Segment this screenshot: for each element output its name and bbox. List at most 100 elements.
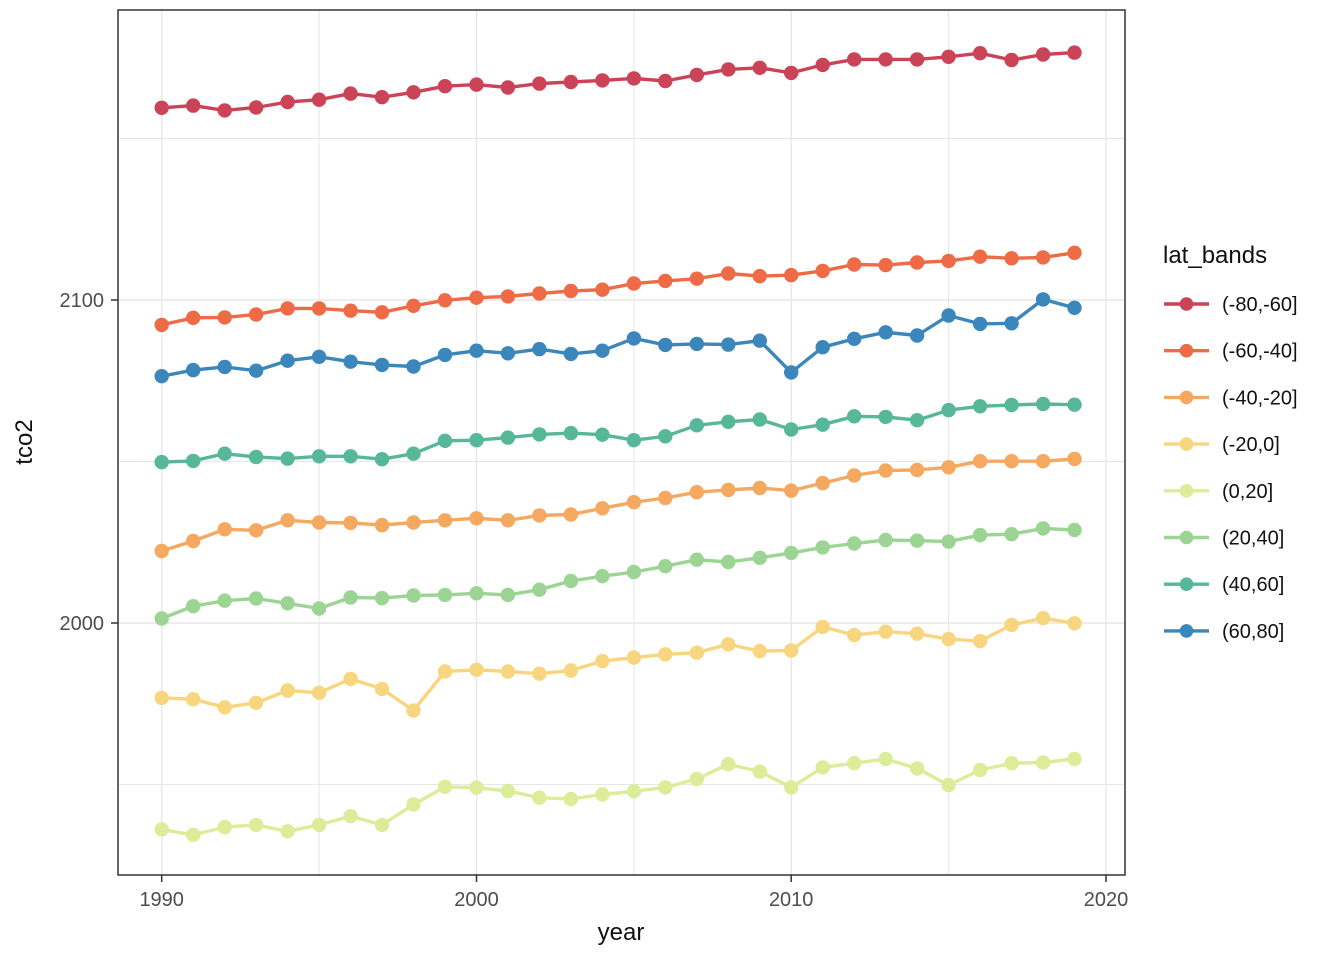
data-point bbox=[847, 627, 862, 643]
data-point bbox=[815, 417, 830, 432]
data-point bbox=[532, 286, 547, 301]
data-point bbox=[1067, 45, 1082, 60]
data-point bbox=[563, 346, 579, 362]
data-point bbox=[311, 515, 327, 530]
data-point bbox=[721, 62, 736, 77]
data-point bbox=[343, 86, 358, 101]
data-point bbox=[1067, 397, 1082, 412]
x-axis-title: year bbox=[598, 919, 645, 946]
data-point bbox=[784, 780, 799, 795]
data-point bbox=[658, 559, 673, 574]
data-point bbox=[406, 515, 421, 530]
data-point bbox=[1035, 47, 1051, 62]
data-point bbox=[784, 545, 799, 561]
series-(0,20] bbox=[154, 751, 1082, 843]
data-point bbox=[563, 507, 579, 522]
data-point bbox=[311, 349, 327, 364]
data-point bbox=[469, 77, 484, 92]
data-point bbox=[311, 601, 327, 616]
data-point bbox=[1035, 755, 1051, 770]
data-point bbox=[626, 331, 642, 346]
data-point bbox=[1035, 521, 1051, 536]
data-point bbox=[217, 593, 232, 608]
data-point bbox=[374, 817, 390, 833]
data-point bbox=[689, 271, 704, 286]
data-point bbox=[154, 822, 169, 837]
data-point bbox=[972, 527, 988, 543]
data-point bbox=[595, 73, 610, 88]
data-point bbox=[689, 485, 704, 500]
data-point bbox=[500, 513, 516, 528]
data-point bbox=[469, 433, 484, 448]
data-point bbox=[406, 446, 421, 461]
data-point bbox=[563, 791, 579, 807]
series-(-20,0] bbox=[154, 611, 1082, 718]
data-point bbox=[343, 449, 358, 464]
data-point bbox=[374, 357, 390, 373]
data-point bbox=[658, 429, 673, 444]
data-point bbox=[186, 692, 201, 707]
data-point bbox=[909, 255, 925, 270]
data-point bbox=[437, 293, 453, 308]
data-point bbox=[1004, 251, 1019, 266]
legend-item: (60,80] bbox=[1164, 621, 1284, 643]
data-point bbox=[658, 490, 673, 506]
legend-label: (-80,-60] bbox=[1222, 294, 1298, 316]
data-point bbox=[248, 363, 264, 378]
data-point bbox=[311, 449, 327, 464]
data-point bbox=[972, 249, 988, 264]
data-point bbox=[721, 414, 736, 429]
data-point bbox=[815, 57, 830, 73]
data-point bbox=[280, 301, 295, 316]
data-point bbox=[532, 341, 547, 357]
series-(-40,-20] bbox=[154, 451, 1082, 559]
data-point bbox=[406, 588, 421, 603]
data-point bbox=[752, 480, 767, 496]
data-point bbox=[909, 533, 925, 548]
data-point bbox=[406, 85, 421, 100]
series-(-60,-40] bbox=[154, 245, 1082, 333]
data-point bbox=[626, 276, 642, 291]
data-point bbox=[563, 74, 579, 90]
data-point bbox=[689, 645, 704, 660]
data-point bbox=[500, 664, 516, 679]
legend-label: (-40,-20] bbox=[1222, 387, 1298, 409]
data-point bbox=[154, 317, 169, 333]
data-point bbox=[563, 573, 579, 589]
data-point bbox=[784, 643, 799, 658]
data-point bbox=[186, 533, 201, 549]
data-point bbox=[721, 482, 736, 498]
data-point bbox=[752, 268, 767, 284]
data-point bbox=[469, 343, 484, 358]
data-point bbox=[847, 257, 862, 272]
data-point bbox=[154, 100, 169, 116]
data-point bbox=[154, 369, 169, 384]
data-point bbox=[248, 591, 264, 606]
data-point bbox=[500, 346, 516, 361]
data-point bbox=[1004, 397, 1019, 413]
legend-item: (-80,-60] bbox=[1164, 294, 1298, 316]
data-point bbox=[532, 790, 547, 805]
data-point bbox=[469, 780, 484, 795]
data-point bbox=[217, 359, 232, 375]
data-point bbox=[847, 756, 862, 771]
series-(40,60] bbox=[154, 396, 1082, 470]
data-point bbox=[469, 511, 484, 526]
data-point bbox=[658, 647, 673, 662]
data-point bbox=[563, 663, 579, 678]
x-tick-label: 2010 bbox=[769, 889, 814, 911]
data-point bbox=[658, 73, 673, 89]
data-point bbox=[500, 587, 516, 603]
data-point bbox=[784, 365, 799, 380]
data-point bbox=[972, 454, 988, 469]
data-point bbox=[752, 60, 767, 75]
data-point bbox=[186, 453, 201, 469]
data-point bbox=[469, 586, 484, 601]
legend-item: (-40,-20] bbox=[1164, 387, 1298, 409]
data-point bbox=[784, 65, 799, 81]
data-point bbox=[595, 569, 610, 584]
data-point bbox=[154, 611, 169, 626]
data-point bbox=[941, 49, 956, 64]
data-point bbox=[909, 761, 925, 776]
